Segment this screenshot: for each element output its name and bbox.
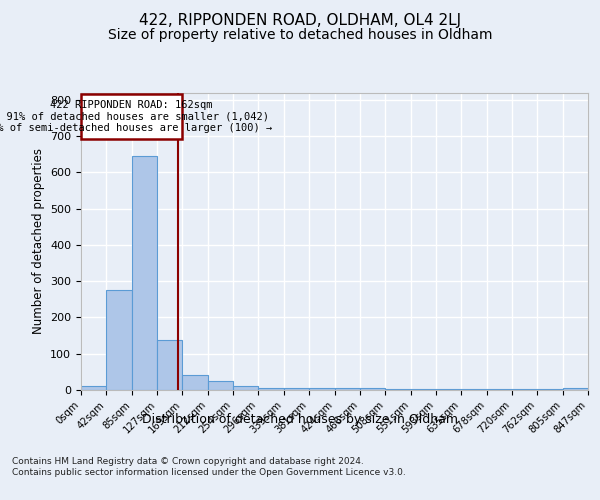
- Bar: [436, 389, 461, 390]
- Bar: [411, 389, 436, 390]
- Bar: [487, 389, 512, 390]
- Text: 9% of semi-detached houses are larger (100) →: 9% of semi-detached houses are larger (1…: [0, 122, 272, 132]
- Bar: [157, 340, 182, 390]
- Bar: [537, 389, 563, 390]
- Bar: [512, 389, 537, 390]
- Text: ← 91% of detached houses are smaller (1,042): ← 91% of detached houses are smaller (1,…: [0, 112, 269, 122]
- Text: Size of property relative to detached houses in Oldham: Size of property relative to detached ho…: [108, 28, 492, 42]
- Bar: [233, 386, 258, 390]
- Bar: [258, 388, 284, 390]
- Bar: [385, 389, 411, 390]
- Y-axis label: Number of detached properties: Number of detached properties: [32, 148, 44, 334]
- Text: Contains HM Land Registry data © Crown copyright and database right 2024.
Contai: Contains HM Land Registry data © Crown c…: [12, 458, 406, 477]
- Bar: [81, 94, 182, 138]
- Bar: [106, 290, 132, 390]
- Bar: [461, 389, 487, 390]
- Bar: [284, 388, 309, 390]
- Bar: [360, 388, 385, 390]
- Bar: [132, 156, 157, 390]
- Bar: [208, 381, 233, 390]
- Bar: [309, 388, 335, 390]
- Bar: [335, 388, 360, 390]
- Bar: [81, 386, 106, 390]
- Bar: [182, 376, 208, 390]
- Text: 422 RIPPONDEN ROAD: 162sqm: 422 RIPPONDEN ROAD: 162sqm: [50, 100, 213, 110]
- Bar: [563, 388, 588, 390]
- Text: Distribution of detached houses by size in Oldham: Distribution of detached houses by size …: [142, 412, 458, 426]
- Text: 422, RIPPONDEN ROAD, OLDHAM, OL4 2LJ: 422, RIPPONDEN ROAD, OLDHAM, OL4 2LJ: [139, 12, 461, 28]
